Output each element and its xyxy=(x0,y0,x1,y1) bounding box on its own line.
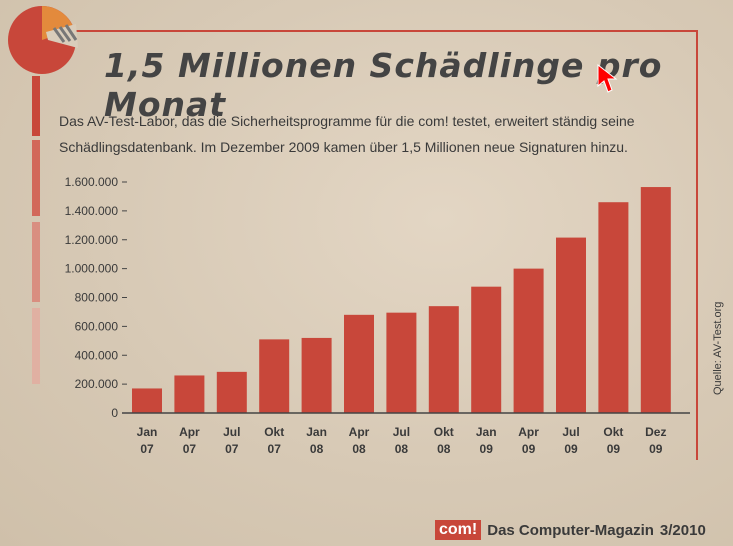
x-tick-label: Jul 07 xyxy=(223,425,240,456)
bar-apr-08 xyxy=(344,314,374,413)
y-tick-label: 0 xyxy=(111,406,118,420)
y-tick-label: 1.000.000 xyxy=(65,262,119,276)
accent-bar-2 xyxy=(32,140,40,216)
y-tick-label: 600.000 xyxy=(75,319,119,333)
bar-jan-07 xyxy=(132,388,162,413)
bar-jan-09 xyxy=(471,286,502,413)
bar-okt-08 xyxy=(428,306,459,413)
accent-bar-4 xyxy=(32,308,40,384)
x-tick-label: Okt 08 xyxy=(434,425,454,456)
y-tick-label: 1.200.000 xyxy=(65,233,119,247)
bar-jul-08 xyxy=(386,312,417,413)
x-tick-label: Jan 09 xyxy=(476,425,497,456)
magazine-footer: com! Das Computer-Magazin 3/2010 xyxy=(435,520,706,540)
x-tick-label: Apr 09 xyxy=(518,425,539,456)
bar-apr-07 xyxy=(174,375,205,413)
x-tick-label: Okt 07 xyxy=(264,425,284,456)
y-tick-label: 1.400.000 xyxy=(65,204,119,218)
y-tick-label: 1.600.000 xyxy=(65,175,119,189)
y-tick-label: 400.000 xyxy=(75,348,119,362)
y-tick-label: 200.000 xyxy=(75,377,119,391)
mouse-cursor-icon xyxy=(597,64,618,93)
page-title: 1,5 Millionen Schädlinge pro Monat xyxy=(104,46,663,124)
bar-dez-09 xyxy=(640,187,671,413)
brand-logo: com! xyxy=(435,520,482,540)
article-frame xyxy=(74,30,698,460)
bar-jul-07 xyxy=(216,371,247,413)
x-tick-label: Okt 09 xyxy=(603,425,623,456)
x-tick-label: Jan 07 xyxy=(137,425,158,456)
accent-bar-1 xyxy=(32,76,40,136)
bar-apr-09 xyxy=(513,268,544,413)
x-tick-label: Jul 08 xyxy=(393,425,410,456)
x-tick-label: Jul 09 xyxy=(562,425,579,456)
bar-okt-07 xyxy=(259,339,290,413)
magazine-name: Das Computer-Magazin xyxy=(487,521,654,539)
bar-okt-09 xyxy=(598,202,629,413)
y-tick-label: 800.000 xyxy=(75,291,119,305)
pie-chart-logo-icon xyxy=(8,6,78,74)
x-tick-label: Apr 07 xyxy=(179,425,200,456)
x-tick-label: Dez 09 xyxy=(645,425,666,456)
x-tick-label: Jan 08 xyxy=(306,425,327,456)
bar-jan-08 xyxy=(301,337,332,413)
accent-bar-3 xyxy=(32,222,40,302)
issue-number: 3/2010 xyxy=(659,521,706,539)
intro-text: Das AV-Test-Labor, das die Sicherheitspr… xyxy=(59,113,635,155)
bar-jul-09 xyxy=(556,237,586,413)
source-credit: Quelle: AV-Test.org xyxy=(712,301,724,395)
x-tick-label: Apr 08 xyxy=(349,425,370,456)
